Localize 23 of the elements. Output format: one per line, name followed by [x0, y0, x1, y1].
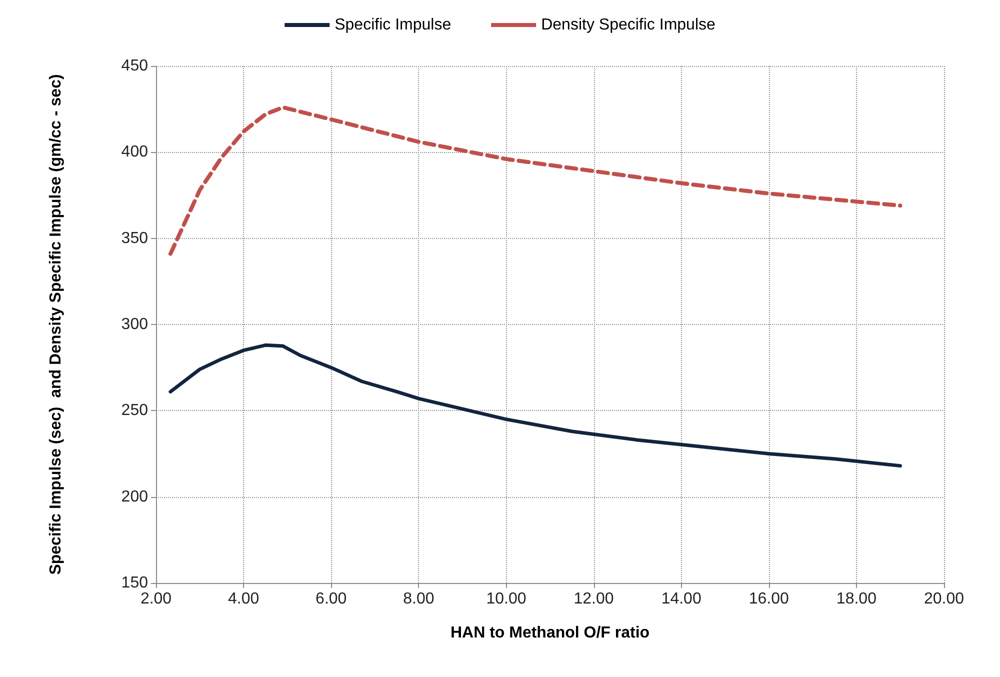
x-tick-label: 4.00: [228, 590, 260, 608]
y-axis-title: Specific Impulse (sec) and Density Specific Impulse (gm/cc - sec): [48, 74, 64, 575]
line-series: [168, 105, 902, 256]
line-series: [168, 343, 902, 468]
x-tick-label: 16.00: [748, 590, 790, 608]
y-tick-label: 400: [121, 144, 148, 161]
x-tick-label: 20.00: [924, 590, 964, 608]
y-tick-label: 300: [121, 316, 148, 333]
x-tick-label: 18.00: [836, 590, 877, 608]
y-tick-label: 150: [121, 574, 148, 592]
legend-label: Specific Impulse: [334, 16, 452, 34]
x-tick-label: 6.00: [316, 590, 347, 608]
x-tick-label: 2.00: [140, 590, 172, 608]
x-tick-label: 10.00: [486, 590, 526, 608]
x-tick-label: 12.00: [574, 590, 614, 608]
x-tick-label: 8.00: [403, 590, 434, 608]
y-tick-label: 350: [121, 230, 148, 247]
y-tick-label: 450: [121, 58, 148, 74]
x-axis-title: HAN to Methanol O/F ratio: [450, 624, 650, 642]
legend-label: Density Specific Impulse: [541, 16, 716, 34]
x-tick-label: 14.00: [661, 590, 702, 608]
y-tick-label: 250: [121, 402, 148, 420]
y-tick-label: 200: [121, 488, 148, 506]
